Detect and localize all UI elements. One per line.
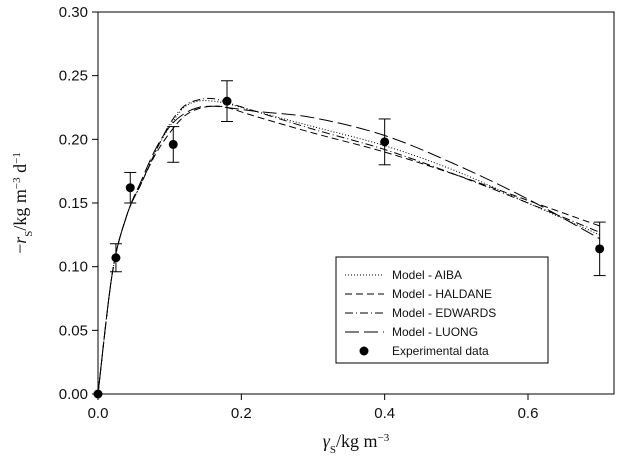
y-tick-label: 0.05: [59, 322, 88, 339]
x-tick-label: 0.4: [374, 405, 395, 422]
legend-box: [335, 256, 549, 364]
data-point: [111, 253, 121, 263]
legend-label-haldane: Model - HALDANE: [392, 287, 492, 301]
legend: Model - AIBA Model - HALDANE Model - EDW…: [335, 256, 549, 364]
x-axis-label: γS/kg m−3: [323, 431, 390, 456]
legend-label-edwards: Model - EDWARDS: [392, 306, 496, 320]
series-line-model-edwards: [97, 97, 600, 395]
x-tick-label: 0.2: [231, 405, 252, 422]
y-axis-label: −rS/kg m−3 d−1: [10, 152, 35, 254]
data-point: [380, 137, 390, 147]
legend-label-luong: Model - LUONG: [392, 325, 478, 339]
y-tick-label: 0.25: [59, 68, 88, 85]
y-tick-label: 0.10: [59, 259, 88, 276]
data-point: [125, 183, 135, 193]
legend-marker-experimental: [359, 346, 369, 356]
data-point: [168, 139, 178, 149]
tick-layer: 0.0 0.2 0.4 0.6 0.00 0.05 0.10 0.15 0.20 0.25 0.30: [59, 4, 539, 422]
data-point: [222, 96, 232, 106]
points-layer: [93, 80, 606, 399]
series-line-model-aiba: [97, 100, 600, 395]
x-tick-label: 0.6: [518, 405, 539, 422]
y-tick-label: 0.00: [59, 386, 88, 403]
y-tick-label: 0.30: [59, 4, 88, 21]
x-tick-label: 0.0: [88, 405, 109, 422]
legend-label-experimental: Experimental data: [392, 344, 489, 358]
data-point: [595, 244, 605, 254]
series-layer: [97, 97, 600, 395]
y-tick-label: 0.15: [59, 195, 88, 212]
series-line-model-luong: [97, 105, 600, 395]
legend-label-aiba: Model - AIBA: [392, 268, 462, 282]
y-tick-label: 0.20: [59, 131, 88, 148]
